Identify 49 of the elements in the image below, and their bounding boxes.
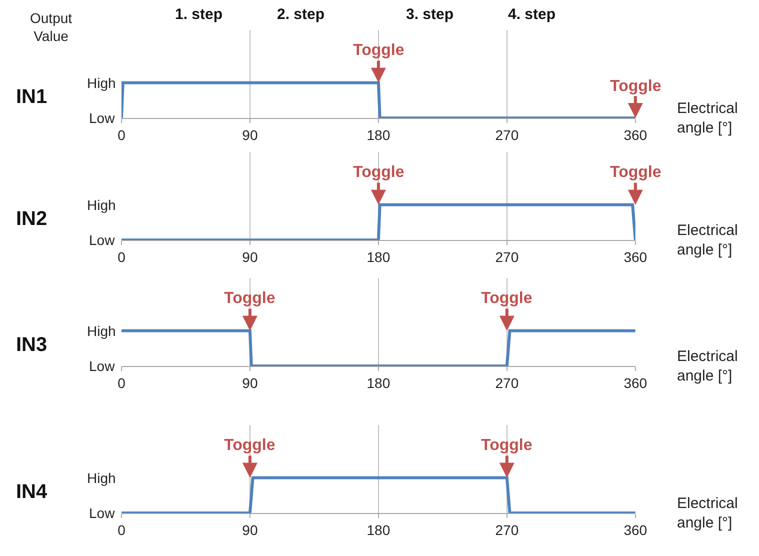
x-axis-title: Electrical angle [°] [677, 222, 738, 258]
annotation: Toggle [610, 78, 662, 95]
x-tick-label: 360 [624, 248, 648, 265]
x-tick-label: 180 [366, 126, 390, 143]
text: Low [89, 110, 116, 126]
annotation: Toggle [610, 164, 662, 181]
text: 4. step [508, 6, 556, 23]
text: 1. step [175, 6, 223, 23]
text: High [87, 197, 116, 213]
x-tick-label: 90 [242, 126, 258, 143]
x-tick-label: 360 [624, 374, 648, 391]
text: Low [89, 505, 116, 521]
text: High [87, 75, 116, 91]
x-tick-label: 270 [495, 248, 519, 265]
x-tick-label: 0 [118, 126, 126, 143]
text: High [87, 470, 116, 486]
y-axis-title: Output Value [30, 10, 72, 44]
text: Low [89, 232, 116, 248]
x-tick-label: 270 [495, 374, 519, 391]
chart-title: IN4 [16, 481, 48, 503]
x-tick-label: 360 [624, 126, 648, 143]
chart-title: IN1 [16, 86, 48, 108]
text: 2. step [277, 6, 325, 23]
x-tick-label: 90 [242, 248, 258, 265]
x-tick-label: 180 [366, 248, 390, 265]
x-tick-label: 270 [495, 126, 519, 143]
text: 3. step [406, 6, 454, 23]
annotation: Toggle [353, 42, 404, 59]
x-tick-label: 360 [624, 522, 648, 538]
x-tick-label: 0 [118, 248, 126, 265]
annotation: Toggle [224, 437, 276, 454]
x-tick-label: 90 [242, 374, 258, 391]
text: High [87, 323, 116, 339]
text: Low [89, 358, 116, 374]
x-axis-title: Electrical angle [°] [677, 495, 738, 532]
x-tick-label: 180 [366, 374, 390, 391]
annotation: Toggle [353, 164, 404, 181]
x-tick-label: 180 [366, 522, 390, 538]
x-axis-title: Electrical angle [°] [677, 348, 738, 384]
annotation: Toggle [481, 290, 532, 307]
x-tick-label: 90 [242, 522, 258, 538]
chart-title: IN3 [16, 334, 48, 356]
x-tick-label: 270 [495, 522, 519, 538]
x-tick-label: 0 [118, 374, 126, 391]
chart-title: IN2 [16, 208, 48, 230]
annotation: Toggle [481, 437, 532, 454]
x-axis-title: Electrical angle [°] [677, 100, 738, 136]
x-tick-label: 0 [118, 522, 126, 538]
annotation: Toggle [224, 290, 276, 307]
